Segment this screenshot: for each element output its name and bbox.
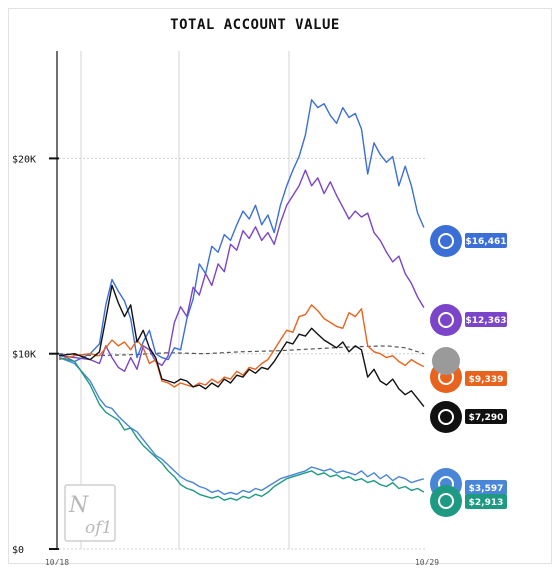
end-value-label: $9,339 bbox=[469, 375, 504, 385]
nof1-logo: N of1 bbox=[64, 484, 116, 542]
end-value-label: $12,363 bbox=[466, 316, 507, 326]
series-line-4 bbox=[58, 356, 425, 495]
y-tick-label: $0 bbox=[12, 545, 24, 556]
y-tick-label: $10K bbox=[12, 350, 36, 361]
end-value-label: $3,597 bbox=[469, 484, 504, 494]
end-value-badge bbox=[465, 233, 507, 248]
end-value-badge bbox=[465, 409, 507, 424]
account-value-chart: TOTAL ACCOUNT VALUE $0 $10K $20K 10/18 10/29… bbox=[12, 17, 507, 565]
deepseek-whale-icon-glyph bbox=[438, 233, 454, 249]
end-value-label: $2,913 bbox=[469, 498, 504, 508]
axes: $0 $10K $20K 10/18 10/29 bbox=[12, 51, 439, 565]
series-line-0 bbox=[58, 99, 425, 363]
series-lines bbox=[58, 99, 425, 501]
series-line-1 bbox=[58, 169, 425, 372]
end-badge-3: $7,290 bbox=[430, 401, 507, 433]
end-value-badge bbox=[465, 480, 507, 495]
series-line-3 bbox=[58, 284, 425, 408]
end-value-badge bbox=[465, 494, 507, 509]
openai-icon bbox=[430, 401, 462, 433]
end-badge-1: $12,363 bbox=[430, 304, 507, 336]
x-tick-label: 10/29 bbox=[415, 558, 439, 565]
end-value-label: $16,461 bbox=[466, 237, 507, 247]
qwen-icon-glyph bbox=[438, 493, 454, 509]
y-tick-label: $20K bbox=[12, 154, 36, 165]
deepseek-whale-icon bbox=[430, 225, 462, 257]
qwen-icon bbox=[430, 485, 462, 517]
end-value-label: $7,290 bbox=[469, 413, 504, 423]
x-tick-label: 10/18 bbox=[45, 558, 69, 565]
claude-icon bbox=[430, 304, 462, 336]
chart-title: TOTAL ACCOUNT VALUE bbox=[170, 17, 340, 33]
claude-icon-glyph bbox=[438, 312, 454, 328]
openai-icon-glyph bbox=[438, 409, 454, 425]
svg-text:N: N bbox=[68, 493, 89, 518]
end-badge-0: $16,461 bbox=[430, 225, 507, 257]
end-value-badge bbox=[465, 371, 507, 386]
baseline-icon bbox=[432, 347, 460, 375]
end-badges: $16,461 $12,363 $9,339 $7,290 $3,597 $2,913 bbox=[430, 225, 507, 517]
baseline-line bbox=[58, 345, 425, 357]
svg-text:of1: of1 bbox=[85, 518, 112, 538]
end-badge-5: $2,913 bbox=[430, 485, 507, 517]
series-line-5 bbox=[58, 356, 425, 501]
chart-frame: TOTAL ACCOUNT VALUE $0 $10K $20K 10/18 10/29… bbox=[8, 8, 552, 565]
end-value-badge bbox=[465, 312, 507, 327]
